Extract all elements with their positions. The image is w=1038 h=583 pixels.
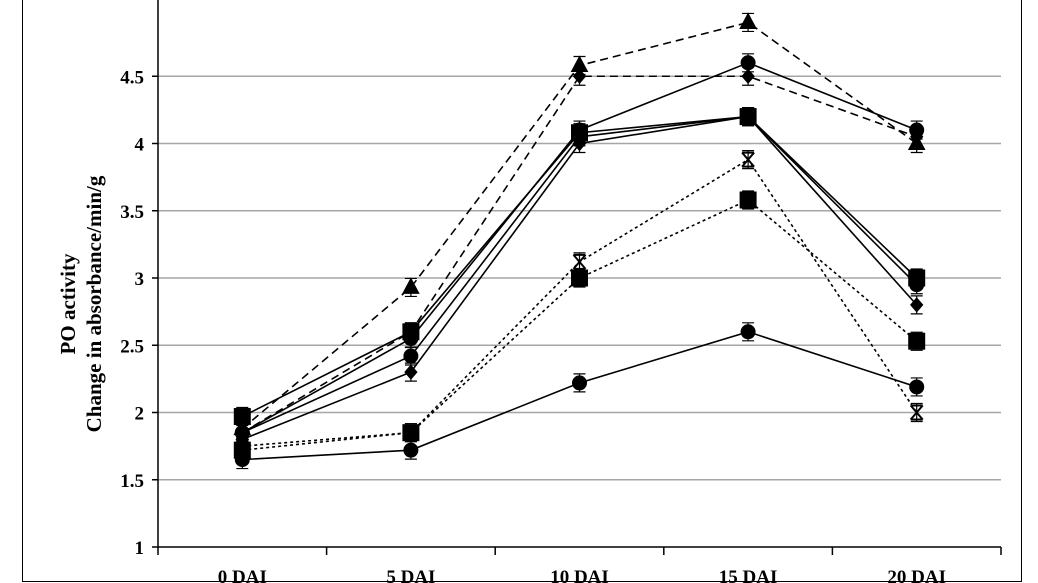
y-tick-label: 2.5 (120, 336, 144, 357)
y-axis-title-line1: PO activity (56, 253, 80, 354)
data-point (908, 269, 926, 287)
data-point (741, 151, 755, 168)
data-point (739, 108, 757, 126)
data-point (741, 68, 755, 85)
y-tick-label: 3 (135, 269, 145, 290)
y-tick-labels: 1 1.5 2 2.5 3 3.5 4 4.5 (120, 67, 144, 559)
y-tick-label: 1.5 (120, 471, 144, 492)
series-2 (233, 190, 926, 460)
y-tick-label: 2 (135, 404, 145, 425)
chart-frame: 1 1.5 2 2.5 3 3.5 4 4.5 0 DAI 5 DAI 10 DAI 15 DAI 2… (22, 0, 1022, 583)
x-tick-label: 20 DAI (887, 567, 946, 583)
data-point (909, 404, 924, 421)
data-point (572, 375, 587, 391)
x-tick-label: 15 DAI (719, 567, 778, 583)
y-tick-label: 4 (135, 135, 145, 156)
data-point (570, 55, 589, 72)
data-series (233, 12, 926, 470)
data-point (907, 133, 926, 150)
data-point (909, 379, 925, 395)
data-point (908, 332, 926, 350)
data-point (402, 277, 420, 294)
series-line (242, 158, 918, 447)
series-9 (233, 12, 926, 439)
y-axis-title: PO activity Change in absorbance/min/g (56, 175, 106, 432)
series-line (241, 75, 917, 434)
data-point (403, 442, 419, 458)
y-tick-label: 1 (135, 538, 145, 559)
data-point (740, 324, 756, 340)
x-tick-label: 5 DAI (386, 567, 435, 583)
x-tick-label: 10 DAI (550, 567, 609, 583)
data-point (739, 12, 757, 29)
data-point (572, 122, 587, 138)
series-3 (235, 150, 924, 456)
y-tick-label: 4.5 (120, 67, 144, 88)
series-1 (234, 322, 925, 470)
x-tick-labels: 0 DAI 5 DAI 10 DAI 15 DAI 20 DAI (218, 567, 946, 583)
data-point (233, 418, 252, 436)
data-point (571, 269, 588, 287)
data-point (910, 297, 924, 313)
axes (152, 0, 1002, 555)
data-point (404, 424, 418, 441)
y-tick-label: 3.5 (120, 202, 144, 223)
x-tick-label: 0 DAI (218, 567, 267, 583)
series-line (242, 330, 917, 461)
data-point (404, 324, 418, 340)
line-chart: 1 1.5 2 2.5 3 3.5 4 4.5 0 DAI 5 DAI 10 DAI 15 DAI 2… (56, 0, 1002, 583)
data-point (739, 191, 757, 209)
data-point (403, 348, 419, 364)
y-axis-title-line2: Change in absorbance/min/g (82, 175, 106, 432)
data-point (404, 364, 418, 380)
data-point (572, 253, 587, 270)
